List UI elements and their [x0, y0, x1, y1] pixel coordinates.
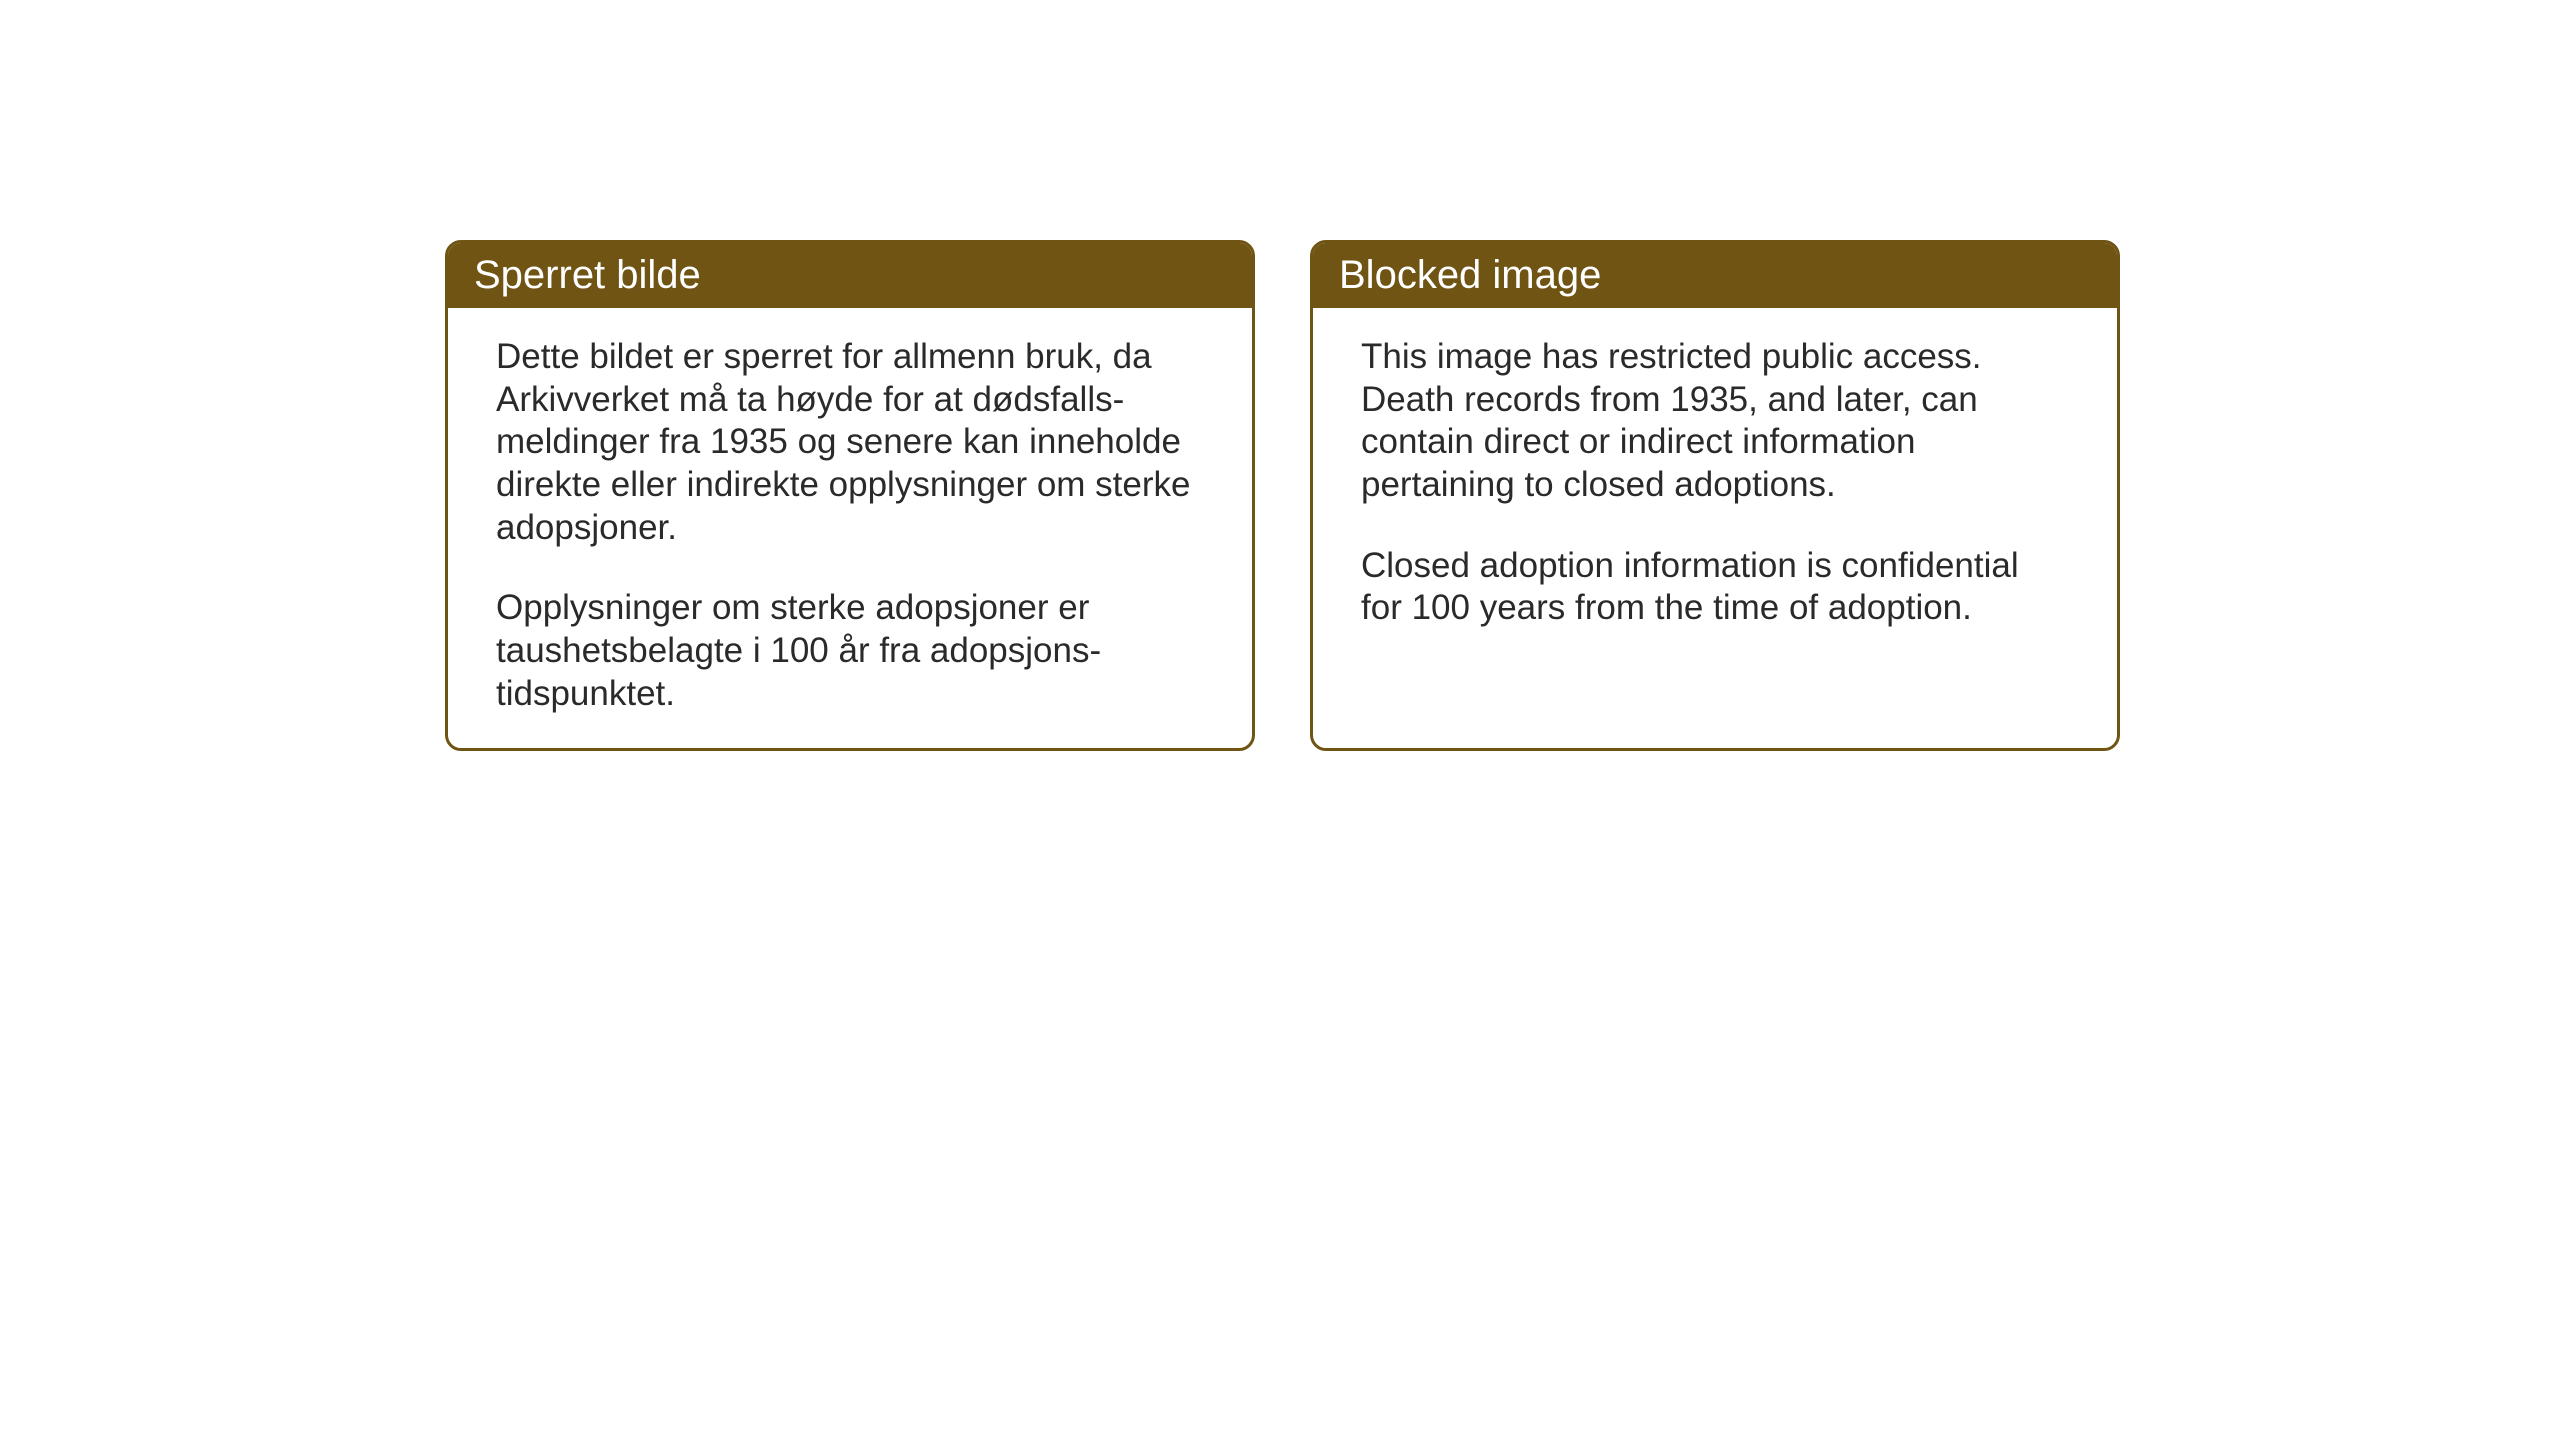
- notice-paragraph: Opplysninger om sterke adopsjoner er tau…: [496, 587, 1204, 715]
- notice-paragraph: This image has restricted public access.…: [1361, 336, 2069, 507]
- notice-box-english: Blocked image This image has restricted …: [1310, 240, 2120, 751]
- notice-header-norwegian: Sperret bilde: [448, 243, 1252, 308]
- notice-body-norwegian: Dette bildet er sperret for allmenn bruk…: [448, 308, 1252, 748]
- notice-header-english: Blocked image: [1313, 243, 2117, 308]
- notice-paragraph: Closed adoption information is confident…: [1361, 545, 2069, 630]
- notice-body-english: This image has restricted public access.…: [1313, 308, 2117, 738]
- notice-container: Sperret bilde Dette bildet er sperret fo…: [445, 240, 2120, 751]
- notice-paragraph: Dette bildet er sperret for allmenn bruk…: [496, 336, 1204, 549]
- notice-box-norwegian: Sperret bilde Dette bildet er sperret fo…: [445, 240, 1255, 751]
